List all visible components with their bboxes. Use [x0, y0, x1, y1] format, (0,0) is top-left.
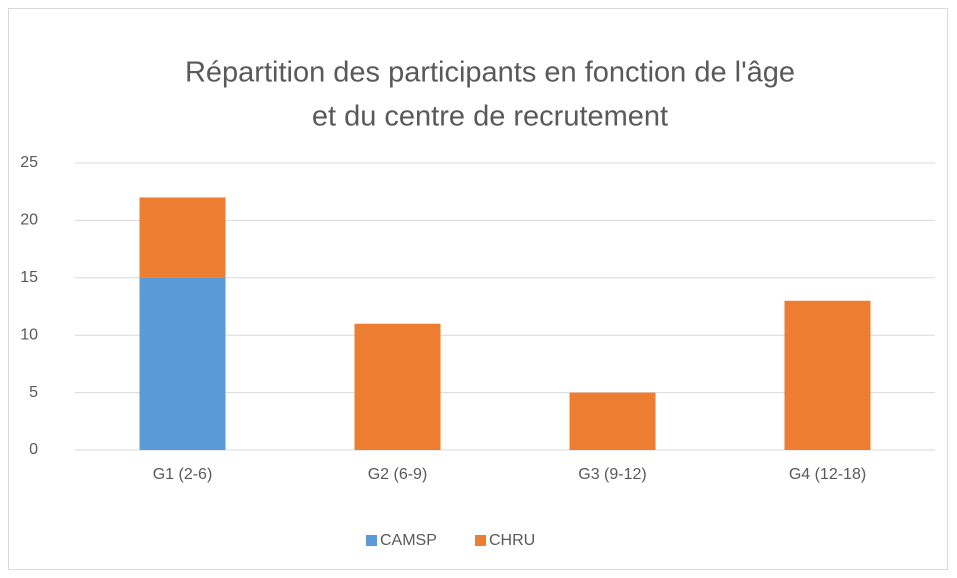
bar-segment	[139, 197, 226, 278]
y-tick-label: 5	[29, 384, 38, 401]
chart-title: Répartition des participants en fonction…	[185, 57, 795, 89]
y-tick-label: 20	[20, 212, 38, 229]
y-tick-label: 0	[29, 441, 38, 458]
bar-segment	[139, 277, 226, 450]
chart-title: et du centre de recrutement	[312, 101, 668, 133]
x-tick-label: G3 (9-12)	[578, 466, 646, 483]
x-tick-label: G1 (2-6)	[153, 466, 213, 483]
y-tick-label: 15	[20, 269, 38, 286]
y-tick-label: 10	[20, 326, 38, 343]
x-tick-label: G4 (12-18)	[789, 466, 866, 483]
bar-segment	[569, 392, 656, 450]
bar-segment	[354, 323, 441, 450]
legend-swatch	[475, 535, 486, 546]
legend-label: CHRU	[489, 532, 535, 549]
y-tick-label: 25	[20, 154, 38, 171]
bar-segment	[784, 300, 871, 450]
x-tick-label: G2 (6-9)	[368, 466, 428, 483]
legend-label: CAMSP	[380, 532, 437, 549]
legend-swatch	[366, 535, 377, 546]
